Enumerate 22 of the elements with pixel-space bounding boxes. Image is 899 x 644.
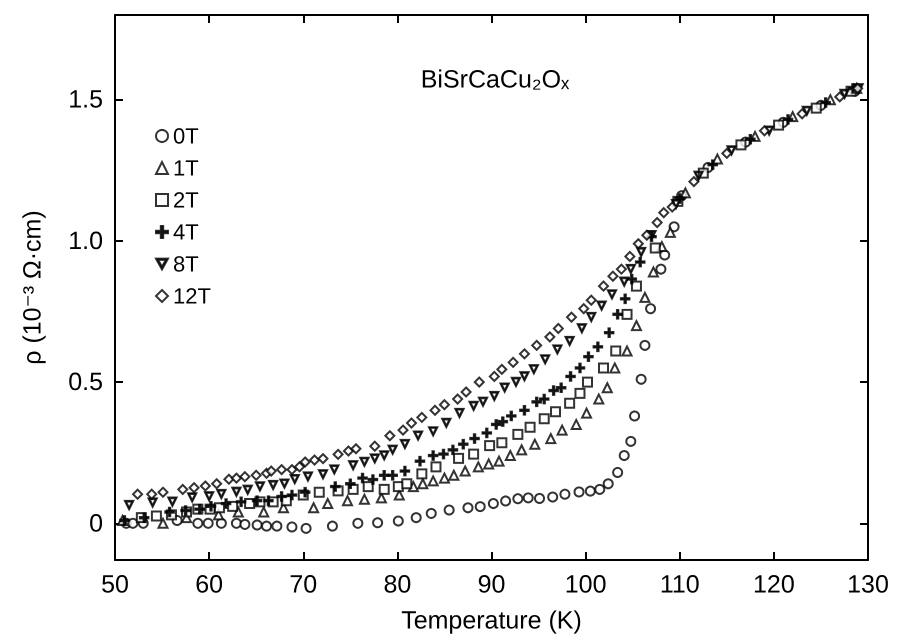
- x-tick-label: 70: [289, 570, 318, 598]
- legend-label: 4T: [173, 220, 199, 244]
- x-tick-label: 90: [478, 570, 506, 598]
- text: BiSrCaCu₂Oₓ: [420, 66, 570, 94]
- x-tick-label: 120: [753, 570, 795, 598]
- y-tick-label: 1.0: [68, 226, 103, 255]
- x-tick-label: 60: [195, 570, 224, 598]
- legend-label: 12T: [173, 284, 211, 308]
- y-tick-label: 0: [89, 509, 103, 538]
- legend-label: 2T: [173, 188, 199, 212]
- x-tick-label: 50: [101, 570, 129, 598]
- legend-label: 0T: [173, 124, 199, 148]
- x-tick-label: 100: [564, 570, 606, 598]
- y-axis-title: ρ (10⁻³ Ω·cm): [18, 210, 46, 365]
- x-tick-label: 80: [383, 570, 412, 598]
- legend-label: 1T: [173, 156, 199, 180]
- x-tick-label: 130: [847, 570, 889, 598]
- x-axis-title: Temperature (K): [401, 606, 582, 634]
- y-tick-label: 0.5: [68, 368, 103, 396]
- x-tick-label: 110: [660, 570, 700, 598]
- y-tick-label: 1.5: [68, 86, 103, 114]
- legend-label: 8T: [173, 252, 199, 276]
